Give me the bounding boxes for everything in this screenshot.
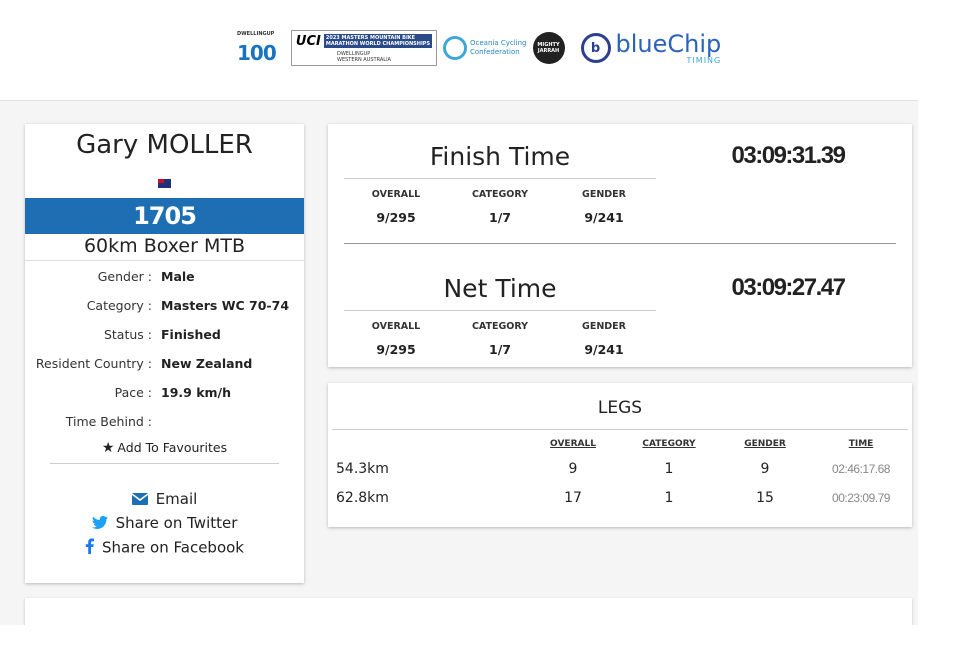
net-time-title: Net Time: [344, 266, 656, 311]
divider: [332, 429, 908, 430]
info-row-gender: Gender : Male: [97, 269, 195, 284]
leg-name: 54.3km: [336, 461, 389, 477]
net-time-block: Net Time OVERALL 9/295 CATEGORY 1/7 GENDER…: [344, 266, 656, 357]
bib-number: 1705: [25, 198, 304, 234]
leg-category: 1: [664, 490, 674, 506]
legs-header-category: CATEGORY: [642, 439, 696, 449]
uci-championships-logo: UCI 2023 MASTERS MOUNTAIN BIKE MARATHON W…: [291, 30, 437, 66]
finish-time-block: Finish Time OVERALL 9/295 CATEGORY 1/7 GEN…: [344, 134, 656, 225]
leg-time: 02:46:17.68: [832, 462, 890, 476]
dwellingup-100-logo: DWELLINGUP 100: [237, 31, 277, 65]
divider: [25, 260, 304, 261]
leg-gender: 9: [760, 461, 770, 477]
bluechip-mark-icon: b: [580, 33, 611, 63]
leg-time: 00:23:09.79: [832, 491, 890, 505]
new-zealand-flag-icon: [158, 179, 171, 188]
add-to-favourites-button[interactable]: ★ Add To Favourites: [101, 440, 228, 456]
info-row-time-behind: Time Behind :: [65, 414, 152, 429]
net-time-value: 03:09:27.47: [731, 274, 846, 301]
finish-gender-rank: 9/241: [584, 210, 624, 225]
info-row-category: Category : Masters WC 70-74: [86, 298, 290, 313]
net-gender-rank: 9/241: [584, 342, 624, 357]
info-row-pace: Pace :19.9 km/h: [114, 385, 231, 400]
legs-title: LEGS: [597, 398, 643, 418]
finish-time-title: Finish Time: [344, 134, 656, 179]
times-card: Finish Time OVERALL 9/295 CATEGORY 1/7 GEN…: [328, 124, 912, 367]
finish-overall-rank: 9/295: [376, 210, 416, 225]
mighty-jarrah-logo: MIGHTY JARRAH: [532, 32, 565, 64]
finish-category-rank: 1/7: [489, 210, 511, 225]
star-icon: ★: [101, 440, 115, 456]
share-twitter-link[interactable]: Share on Twitter: [25, 514, 304, 533]
info-row-status: Status : Finished: [103, 327, 221, 342]
oceania-cycling-logo: Oceania Cycling Confederation: [443, 36, 527, 60]
legs-header-time: TIME: [848, 439, 874, 449]
legs-header-gender: GENDER: [744, 439, 786, 449]
bluechip-timing-logo: b blueChip TIMING: [580, 32, 721, 65]
leg-gender: 15: [756, 490, 774, 506]
table-row: 54.3km 9 1 9 02:46:17.68: [328, 461, 912, 485]
share-facebook-link[interactable]: Share on Facebook: [25, 538, 304, 558]
header: DWELLINGUP 100 UCI 2023 MASTERS MOUNTAIN…: [0, 0, 918, 101]
divider: [344, 243, 896, 244]
athlete-card: Gary MOLLER 1705 60km Boxer MTB Gender :…: [25, 124, 304, 583]
sponsor-logos: DWELLINGUP 100 UCI 2023 MASTERS MOUNTAIN…: [237, 28, 721, 68]
leg-overall: 9: [568, 461, 578, 477]
finish-time-value: 03:09:31.39: [731, 142, 846, 169]
athlete-info: Gender : Male Category : Masters WC 70-74 …: [25, 268, 304, 442]
legs-card: LEGS OVERALL CATEGORY GENDER TIME 54.3km…: [328, 383, 912, 527]
oceania-ring-icon: [443, 36, 467, 60]
net-category-rank: 1/7: [489, 342, 511, 357]
facebook-icon: [85, 538, 94, 558]
info-row-country: Resident Country : New Zealand: [35, 356, 253, 371]
page: DWELLINGUP 100 UCI 2023 MASTERS MOUNTAIN…: [0, 0, 918, 625]
leg-overall: 17: [564, 490, 582, 506]
twitter-icon: [91, 515, 108, 533]
leg-category: 1: [664, 461, 674, 477]
leg-name: 62.8km: [336, 490, 389, 506]
legs-header-overall: OVERALL: [550, 439, 596, 449]
athlete-name: Gary MOLLER: [76, 130, 253, 160]
event-name: 60km Boxer MTB: [83, 235, 246, 257]
net-overall-rank: 9/295: [376, 342, 416, 357]
divider: [50, 463, 279, 464]
bottom-card: [25, 598, 912, 625]
share-email-link[interactable]: Email: [25, 490, 304, 509]
envelope-icon: [131, 491, 149, 509]
table-row: 62.8km 17 1 15 00:23:09.79: [328, 490, 912, 514]
